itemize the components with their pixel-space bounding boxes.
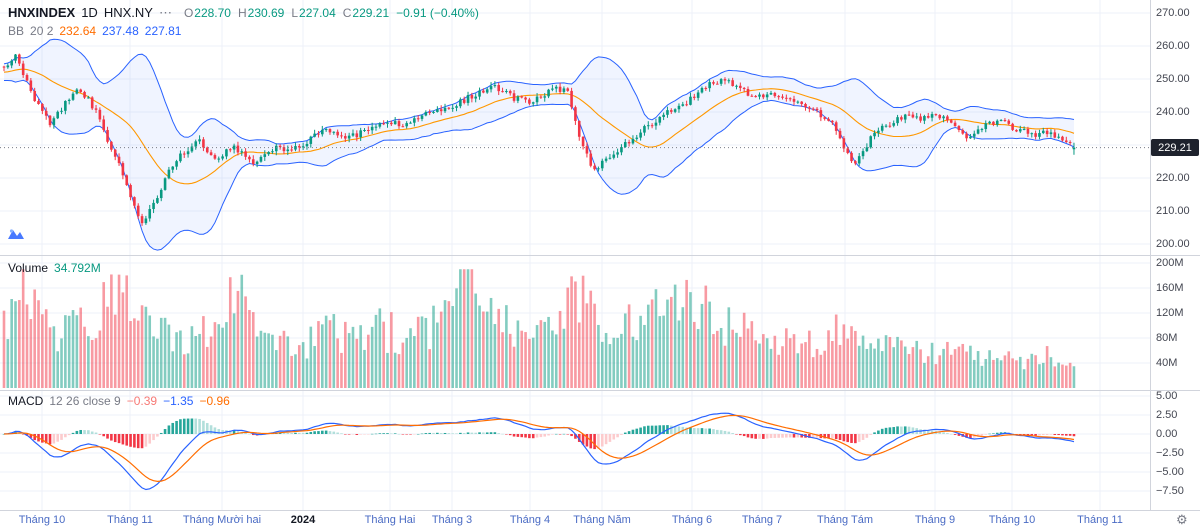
macd-hist-value: −0.39 bbox=[126, 394, 158, 408]
more-options-icon[interactable]: ⋯ bbox=[158, 4, 172, 20]
interval-label[interactable]: 1D bbox=[81, 5, 98, 20]
macd-legend[interactable]: MACD 12 26 close 9 −0.39 −1.35 −0.96 bbox=[8, 394, 230, 408]
bb-upper-value: 237.48 bbox=[102, 24, 139, 38]
price-axis[interactable] bbox=[1151, 0, 1200, 510]
low-value: L 227.04 bbox=[291, 5, 336, 20]
open-value: O 228.70 bbox=[183, 5, 231, 20]
time-axis[interactable] bbox=[0, 510, 1200, 530]
volume-legend[interactable]: Volume 34.792M bbox=[8, 261, 101, 275]
close-value: C 229.21 bbox=[342, 5, 390, 20]
main-legend: HNXINDEX 1D HNX.NY ⋯ O 228.70 H 230.69 L 22… bbox=[8, 5, 479, 38]
symbol-row: HNXINDEX 1D HNX.NY ⋯ O 228.70 H 230.69 L 22… bbox=[8, 5, 479, 20]
settings-icon[interactable]: ⚙ bbox=[1176, 512, 1188, 527]
macd-line-value: −1.35 bbox=[163, 394, 194, 408]
volume-value: 34.792M bbox=[54, 261, 101, 275]
high-value: H 230.69 bbox=[237, 5, 285, 20]
bb-name: BB bbox=[8, 24, 25, 38]
exchange-label: HNX.NY bbox=[103, 5, 153, 20]
macd-label: MACD bbox=[8, 394, 44, 408]
bb-params: 20 2 bbox=[30, 24, 54, 38]
volume-label: Volume bbox=[8, 261, 49, 275]
macd-params: 12 26 close 9 bbox=[49, 394, 121, 408]
macd-signal-value: −0.96 bbox=[199, 394, 230, 408]
ohlc-values: O 228.70 H 230.69 L 227.04 C 229.21 −0.91 (−… bbox=[184, 6, 479, 20]
bollinger-legend[interactable]: BB 20 2 232.64 237.48 227.81 bbox=[8, 24, 479, 38]
watermark-logo-icon[interactable] bbox=[6, 227, 26, 246]
bb-basis-value: 232.64 bbox=[59, 24, 97, 38]
bb-lower-value: 227.81 bbox=[144, 24, 182, 38]
symbol-name[interactable]: HNXINDEX bbox=[8, 5, 76, 20]
last-price-badge: 229.21 bbox=[1151, 139, 1199, 157]
change-value: −0.91 (−0.40%) bbox=[396, 5, 479, 20]
